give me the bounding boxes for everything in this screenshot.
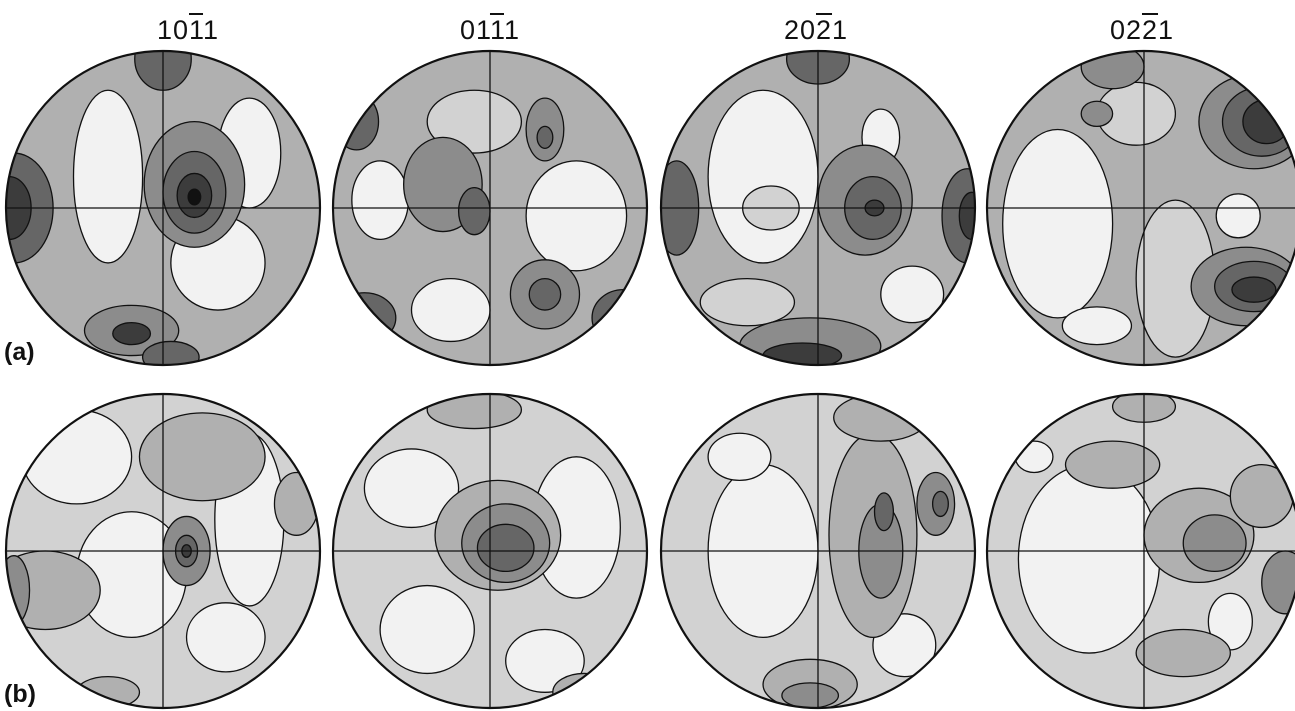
contour-region: [363, 448, 460, 529]
contour-region: [525, 160, 628, 272]
contour-region: [187, 188, 202, 206]
column-title-4: 0221: [1109, 15, 1175, 45]
contour-region: [76, 675, 141, 708]
contour-region: [476, 523, 535, 573]
contour-region: [611, 307, 645, 335]
contour-region: [1061, 306, 1133, 346]
contour-region: [602, 644, 647, 708]
contour-region: [699, 278, 796, 327]
contour-region: [536, 125, 554, 149]
pole-figure-outline: [659, 49, 977, 367]
pole-figure-outline: [331, 49, 649, 367]
contour-region: [707, 89, 819, 264]
column-title-3: 2021: [783, 15, 849, 45]
pole-figure-outline: [659, 392, 977, 710]
contour-region: [958, 191, 975, 241]
contour-region: [138, 412, 266, 502]
contour-region: [1231, 276, 1277, 303]
contour-region: [72, 89, 144, 264]
contour-region: [1014, 440, 1054, 474]
contour-region: [931, 490, 949, 518]
contour-region: [6, 555, 31, 626]
contour-region: [457, 186, 491, 236]
pole-figure-outline: [331, 392, 649, 710]
contour-region: [141, 340, 200, 365]
pole-figure-outline: [4, 392, 322, 710]
pole-figure-b-1: [6, 394, 320, 708]
contour-region: [1135, 628, 1232, 678]
contour-region: [426, 394, 523, 430]
contour-region: [1182, 514, 1247, 573]
row-label-a: (a): [4, 338, 35, 366]
contour-region: [707, 432, 772, 481]
row-label-b: (b): [4, 680, 36, 708]
contour-region: [528, 277, 562, 311]
contour-region: [505, 628, 585, 693]
contour-region: [880, 265, 945, 324]
pole-figure-outline: [985, 392, 1295, 710]
contour-region: [873, 492, 895, 532]
contour-region: [112, 321, 152, 346]
pole-figure-b-4: [987, 394, 1295, 708]
column-title-2: 0111: [459, 15, 521, 45]
contour-region: [410, 277, 491, 343]
contour-region: [621, 660, 647, 693]
contour-region: [379, 584, 475, 675]
pole-figure-outline: [985, 49, 1295, 367]
contour-region: [1229, 463, 1294, 529]
contour-region: [333, 92, 380, 151]
contour-region: [1215, 193, 1261, 239]
contour-region: [333, 292, 397, 344]
contour-region: [833, 394, 929, 442]
contour-region: [1064, 440, 1161, 489]
contour-region: [185, 602, 266, 673]
contour-region: [781, 682, 840, 708]
pole-figure-outline: [4, 49, 322, 367]
column-title-1: 1011: [156, 15, 220, 45]
contour-region: [426, 89, 523, 154]
contour-region: [1080, 100, 1114, 128]
contour-region: [552, 672, 617, 708]
contour-region: [1017, 463, 1161, 654]
contour-region: [1002, 128, 1114, 319]
contour-region: [351, 160, 410, 241]
